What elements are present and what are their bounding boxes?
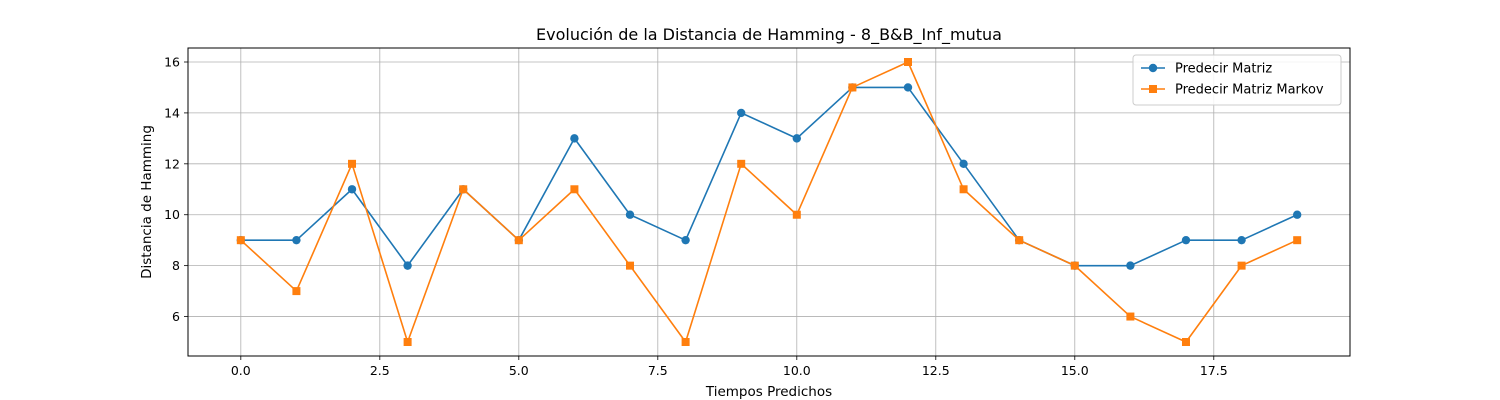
series-line xyxy=(240,86,1298,267)
data-point xyxy=(848,83,857,92)
legend-label: Predecir Matriz Markov xyxy=(1175,83,1324,98)
x-tick-label: 15.0 xyxy=(1061,363,1089,378)
x-tick-label: 5.0 xyxy=(509,363,529,378)
data-point xyxy=(681,338,690,346)
legend: Predecir Matriz Predecir Matriz Markov xyxy=(1132,54,1342,106)
y-tick-label: 10 xyxy=(164,207,180,222)
x-tick-label: 17.5 xyxy=(1200,363,1228,378)
x-tick-label: 10.0 xyxy=(783,363,811,378)
y-tick-label: 12 xyxy=(164,156,180,171)
data-point xyxy=(737,108,746,118)
data-point xyxy=(1070,261,1079,270)
x-axis: 0.0 2.5 5.0 7.5 10.0 12.5 15.0 17.5 xyxy=(231,356,1228,378)
legend-label: Predecir Matriz xyxy=(1175,62,1272,77)
data-point xyxy=(1237,261,1246,270)
series-2 xyxy=(236,58,1302,346)
data-point xyxy=(292,235,301,245)
data-point xyxy=(1181,338,1190,346)
legend-marker xyxy=(1148,63,1158,73)
data-point xyxy=(903,58,912,66)
plot-area-frame xyxy=(187,47,1351,357)
x-axis-title: Tiempos Predichos xyxy=(705,384,832,400)
data-point xyxy=(236,236,245,245)
data-point xyxy=(570,185,579,194)
y-tick-label: 14 xyxy=(164,105,180,120)
data-point xyxy=(737,159,746,168)
data-point xyxy=(1237,235,1246,245)
series-layer xyxy=(236,58,1302,346)
data-point xyxy=(959,159,968,169)
x-tick-label: 12.5 xyxy=(922,363,950,378)
legend-entry: Predecir Matriz xyxy=(1141,62,1272,77)
data-point xyxy=(570,134,579,143)
data-point xyxy=(1126,312,1135,321)
data-point xyxy=(625,210,635,219)
data-point xyxy=(903,83,913,92)
data-point xyxy=(459,185,468,194)
data-point xyxy=(792,210,801,219)
data-point xyxy=(681,235,690,245)
data-point xyxy=(792,134,801,143)
x-tick-label: 0.0 xyxy=(231,363,251,378)
data-point xyxy=(1126,261,1135,270)
y-tick-label: 16 xyxy=(164,55,180,70)
data-point xyxy=(348,159,357,168)
data-point xyxy=(959,185,968,194)
y-tick-label: 8 xyxy=(172,258,180,273)
legend-entry: Predecir Matriz Markov xyxy=(1141,83,1324,98)
y-axis: 6 8 10 12 14 16 xyxy=(164,55,188,324)
data-point xyxy=(1015,236,1024,245)
data-point xyxy=(1181,235,1191,245)
y-axis-title: Distancia de Hamming xyxy=(139,125,155,279)
data-point xyxy=(403,338,412,346)
data-point xyxy=(347,185,357,194)
x-tick-label: 7.5 xyxy=(648,363,668,378)
data-point xyxy=(403,261,412,270)
legend-marker xyxy=(1149,85,1157,93)
y-tick-label: 6 xyxy=(172,309,180,324)
data-point xyxy=(292,287,301,296)
data-point xyxy=(1292,210,1302,219)
chart-title: Evolución de la Distancia de Hamming - 8… xyxy=(536,25,1002,45)
data-point xyxy=(626,261,635,270)
x-tick-label: 2.5 xyxy=(370,363,390,378)
legend-box xyxy=(1132,54,1342,106)
data-point xyxy=(1293,236,1302,245)
data-point xyxy=(514,236,523,245)
series-line xyxy=(240,61,1298,343)
